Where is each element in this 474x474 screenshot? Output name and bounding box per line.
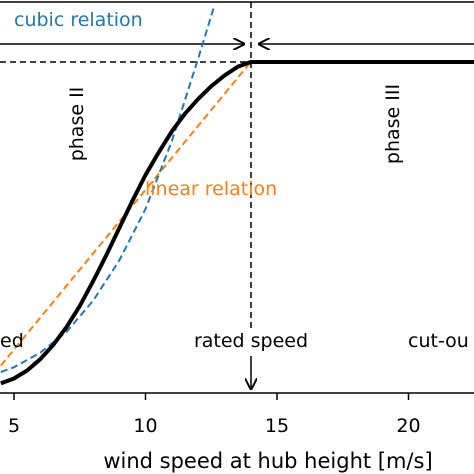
x-axis-title: wind speed at hub height [m/s] <box>103 449 432 473</box>
rated-speed-label: rated speed <box>194 330 308 352</box>
phase-3-label: phase III <box>382 84 404 164</box>
power-curve-line <box>0 60 474 386</box>
x-tick-label: 15 <box>265 415 289 437</box>
cut-out-speed-label-fragment: cut-ou <box>408 330 469 352</box>
cubic-relation-label: cubic relation <box>14 9 143 31</box>
linear-relation-label: linear relation <box>145 178 277 200</box>
x-axis-ticks: 5 10 15 20 <box>8 393 421 437</box>
x-tick-label: 5 <box>8 415 20 437</box>
x-tick-label: 20 <box>396 415 420 437</box>
x-tick-label: 10 <box>133 415 157 437</box>
cut-in-speed-label-fragment: ed <box>0 330 24 352</box>
phase-2-label: phase II <box>66 87 88 162</box>
